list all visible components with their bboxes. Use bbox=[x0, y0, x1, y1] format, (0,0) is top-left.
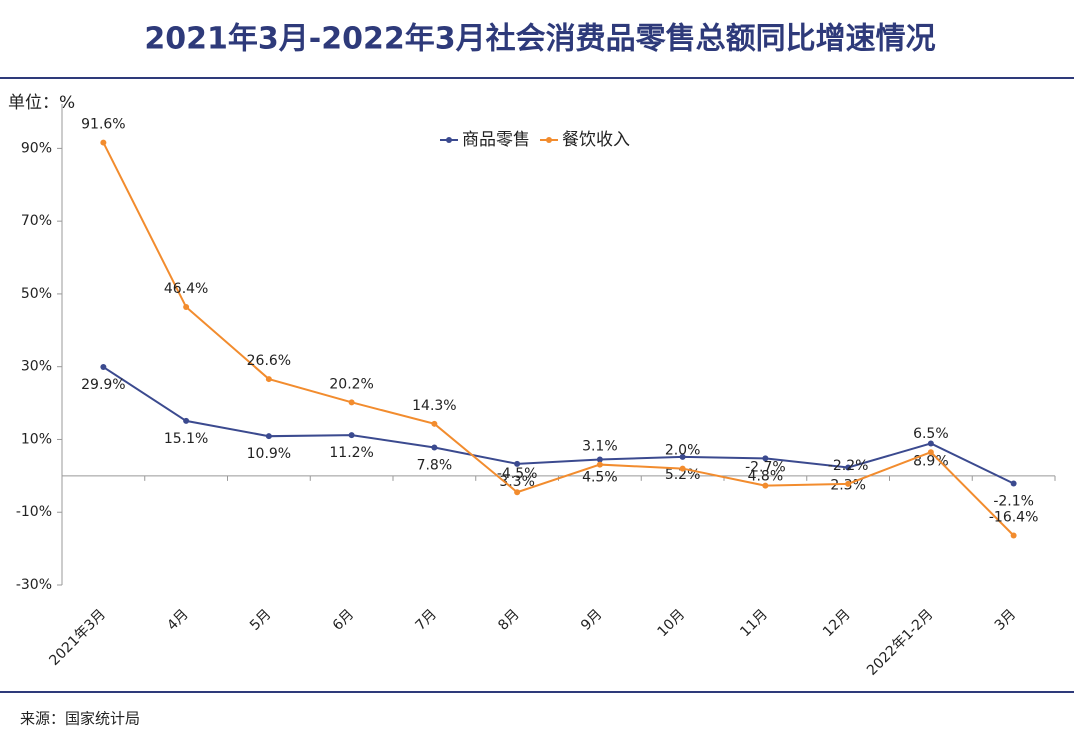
point bbox=[596, 461, 603, 468]
point bbox=[927, 440, 934, 447]
y-tick-label: -30% bbox=[16, 577, 52, 593]
point bbox=[845, 464, 852, 471]
point bbox=[1010, 480, 1017, 487]
data-label: 2.0% bbox=[665, 443, 701, 459]
point bbox=[431, 420, 438, 427]
x-tick-label: 2022年1-2月 bbox=[864, 606, 936, 678]
data-label: 14.3% bbox=[412, 398, 456, 414]
x-tick-label: 6月 bbox=[330, 606, 358, 634]
legend-label: 商品零售 bbox=[462, 130, 530, 150]
point bbox=[762, 482, 769, 489]
point bbox=[100, 364, 107, 371]
point bbox=[265, 376, 272, 383]
data-label: -2.2% bbox=[828, 458, 869, 474]
y-tick-label: 70% bbox=[21, 213, 52, 229]
point bbox=[596, 456, 603, 463]
legend-marker bbox=[546, 137, 552, 143]
point bbox=[183, 304, 190, 311]
y-axis-label: 单位：% bbox=[8, 93, 75, 113]
data-label: 91.6% bbox=[81, 117, 125, 133]
line-series bbox=[102, 142, 1015, 537]
point bbox=[845, 480, 852, 487]
data-label: 4.8% bbox=[748, 468, 784, 484]
data-label: 46.4% bbox=[164, 281, 208, 297]
data-label: 3.1% bbox=[582, 439, 618, 455]
data-label: 26.6% bbox=[247, 353, 291, 369]
y-tick-label: 10% bbox=[21, 431, 52, 447]
point bbox=[679, 453, 686, 460]
x-tick-label: 3月 bbox=[992, 606, 1020, 634]
point bbox=[183, 417, 190, 424]
y-tick-label: -10% bbox=[16, 504, 52, 520]
data-label: 11.2% bbox=[329, 445, 373, 461]
y-tick-label: 90% bbox=[21, 140, 52, 156]
x-tick-label: 11月 bbox=[737, 606, 771, 640]
data-label: 29.9% bbox=[81, 377, 125, 393]
chart-title: 2021年3月-2022年3月社会消费品零售总额同比增速情况 bbox=[144, 22, 935, 57]
data-label: 10.9% bbox=[247, 446, 291, 462]
line-series bbox=[102, 366, 1015, 485]
point bbox=[762, 455, 769, 462]
point bbox=[514, 460, 521, 467]
source-note: 来源：国家统计局 bbox=[20, 710, 140, 728]
point bbox=[927, 449, 934, 456]
x-tick-label: 7月 bbox=[413, 606, 441, 634]
point bbox=[100, 139, 107, 146]
x-tick-label: 12月 bbox=[820, 606, 854, 640]
data-label: 8.9% bbox=[913, 453, 949, 469]
point bbox=[431, 444, 438, 451]
legend-marker bbox=[446, 137, 452, 143]
point bbox=[348, 432, 355, 439]
data-label: 6.5% bbox=[913, 426, 949, 442]
data-label: -16.4% bbox=[989, 510, 1039, 526]
point bbox=[348, 399, 355, 406]
data-label: -2.1% bbox=[993, 493, 1034, 509]
x-tick-label: 2021年3月 bbox=[46, 606, 109, 669]
point bbox=[1010, 532, 1017, 539]
x-tick-label: 9月 bbox=[578, 606, 606, 634]
data-label: 4.5% bbox=[582, 469, 618, 485]
data-label: 7.8% bbox=[417, 457, 453, 473]
data-label: -4.5% bbox=[497, 466, 538, 482]
data-label: -2.7% bbox=[745, 460, 786, 476]
y-tick-label: 50% bbox=[21, 286, 52, 302]
legend-label: 餐饮收入 bbox=[562, 130, 630, 150]
point bbox=[265, 433, 272, 440]
data-label: 20.2% bbox=[329, 376, 373, 392]
x-tick-label: 4月 bbox=[164, 606, 192, 634]
point bbox=[679, 465, 686, 472]
y-tick-label: 30% bbox=[21, 359, 52, 375]
data-label: 15.1% bbox=[164, 431, 208, 447]
x-tick-label: 8月 bbox=[495, 606, 523, 634]
x-tick-label: 5月 bbox=[247, 606, 275, 634]
x-tick-label: 10月 bbox=[654, 606, 688, 640]
point bbox=[514, 489, 521, 496]
